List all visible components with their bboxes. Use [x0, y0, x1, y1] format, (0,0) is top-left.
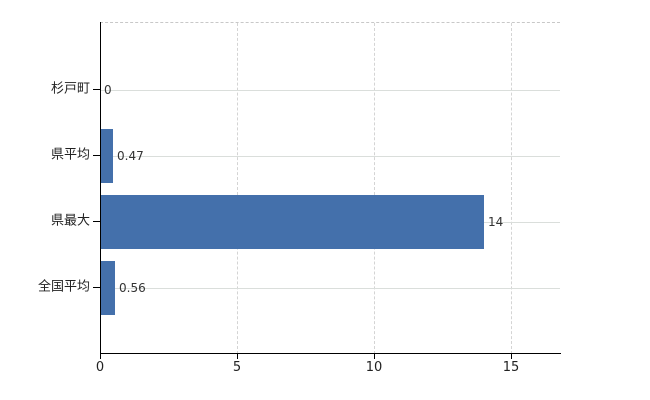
vertical-gridline [374, 23, 375, 354]
horizontal-gridline [100, 90, 560, 91]
x-axis-tick-label: 15 [502, 360, 520, 375]
y-axis-tick [93, 89, 100, 90]
x-axis-tick [374, 353, 375, 359]
vertical-gridline [237, 23, 238, 354]
x-axis-tick [237, 353, 238, 359]
bar-value-label: 0.47 [117, 149, 144, 163]
bar-4 [100, 261, 115, 315]
y-axis-line [100, 22, 101, 353]
bar-value-label: 14 [488, 215, 504, 229]
horizontal-gridline [100, 156, 560, 157]
horizontal-gridline [100, 288, 560, 289]
category-label: 全国平均 [37, 279, 90, 295]
plot-area: 0 0.47 14 0.56 [100, 22, 560, 354]
category-label: 県平均 [50, 147, 90, 163]
y-axis-tick [93, 155, 100, 156]
bar-value-label: 0 [104, 83, 112, 97]
x-axis-tick-label: 5 [232, 360, 242, 375]
x-axis-tick [100, 353, 101, 359]
category-label: 県最大 [50, 213, 90, 229]
bar-3 [100, 195, 484, 249]
x-axis-tick [511, 353, 512, 359]
x-axis-tick-label: 0 [95, 360, 105, 375]
category-label: 杉戸町 [50, 81, 90, 97]
y-axis-tick [93, 287, 100, 288]
x-axis-line [100, 353, 561, 354]
bar-2 [100, 129, 113, 183]
x-axis-tick-label: 10 [365, 360, 383, 375]
bar-value-label: 0.56 [119, 281, 146, 295]
y-axis-tick [93, 221, 100, 222]
vertical-gridline [511, 23, 512, 354]
